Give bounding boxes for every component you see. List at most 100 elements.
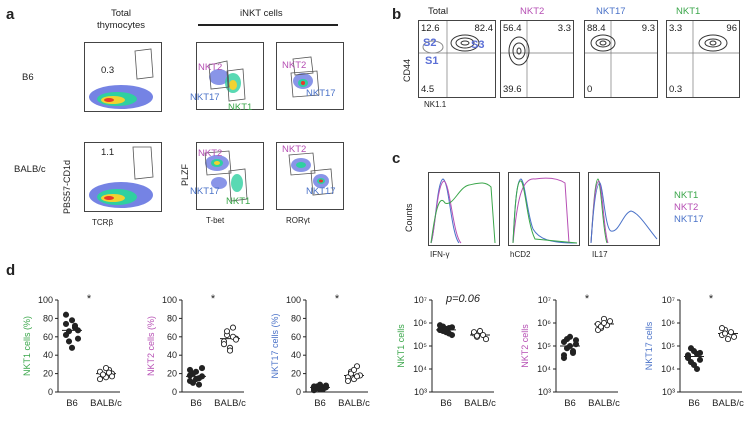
flow-density-rorgt-balbc [288,152,334,196]
data-point-1-1-7 [226,347,234,354]
data-point-0-1-5 [96,376,104,383]
q-nkt17-bl: 0 [587,84,593,95]
y-tick-label-0-2: 40 [43,350,53,360]
legend-nkt1: NKT1 [674,190,699,201]
data-point-0-0-8 [71,322,79,329]
label-nkt1-tbet-balbc: NKT1 [226,196,251,207]
significance-5: * [709,293,714,305]
data-point-1-0-7 [192,376,200,383]
data-point-0-0-5 [62,311,70,318]
significance-2: * [335,293,340,305]
contour-nkt17: 88.4 9.3 0 [584,20,658,98]
contour-nkt1: 3.3 96 0.3 [666,20,740,98]
y-tick-label-5-1: 10⁴ [661,364,675,374]
col-title-inkt: iNKT cells [240,8,283,19]
y-tick-label-2-3: 60 [291,332,301,342]
y-tick-label-2-0: 0 [296,387,301,397]
panel-letter-c: c [392,150,401,167]
x-tick-label-4-1: BALB/c [588,398,620,409]
y-tick-label-4-2: 10⁵ [537,341,551,351]
axis-label-pbs57: PBS57-CD1d [62,159,72,214]
data-point-5-0-3 [693,365,701,373]
label-nkt2-tbet-balbc: NKT2 [198,148,223,159]
y-axis-label-3: NKT1 cells [396,324,406,368]
data-point-3-0-10 [436,326,444,333]
s1-label: S1 [425,55,439,67]
data-point-0-0-7 [68,344,76,351]
data-point-5-0-10 [684,353,692,360]
data-point-5-0-9 [696,356,704,363]
data-point-5-1-2 [724,336,732,343]
s2-label: S2 [423,37,437,49]
data-point-1-0-10 [186,366,194,373]
contour-total-svg [419,21,495,97]
row-label-b6: B6 [22,72,34,83]
contour-total: 12.6 82.4 4.5 S2 S3 S1 [418,20,496,98]
flow-density-tbet-b6 [208,60,246,102]
y-tick-label-0-3: 60 [43,332,53,342]
q-nkt17-tl: 88.4 [587,23,606,34]
label-nkt17-rorgt-b6: NKT17 [306,88,336,99]
data-point-4-1-4 [606,318,614,325]
data-point-0-1-9 [108,373,116,380]
data-point-0-1-6 [99,371,107,378]
panel-d-scatter-plots: 0 20 40 60 80 100 NKT1 cells (%) B6 BALB/c * 0 20 40… [22,293,744,409]
data-point-0-0-1 [65,338,73,345]
data-point-2-1-5 [344,377,352,385]
contour-nkt1-svg [667,21,739,97]
x-tick-label-1-0: B6 [190,398,202,409]
s3-label: S3 [471,39,485,51]
data-point-0-1-7 [102,365,110,372]
x-tick-label-0-0: B6 [66,398,78,409]
data-point-2-1-8 [353,373,361,380]
axis-label-ifng: IFN-γ [430,250,450,259]
contour-nkt2-svg [501,21,573,97]
label-nkt17-tbet-balbc: NKT17 [190,186,220,197]
y-tick-label-0-0: 0 [48,387,53,397]
data-point-0-0-6 [65,328,73,335]
y-tick-label-1-5: 100 [162,295,177,305]
y-tick-label-2-2: 40 [291,350,301,360]
q-nkt1-tr: 96 [726,23,737,34]
data-point-4-0-8 [569,348,577,355]
y-tick-label-4-1: 10⁴ [537,364,551,374]
data-point-0-0-10 [62,320,70,327]
b-col-total: Total [428,6,449,17]
y-axis-label-1: NKT2 cells (%) [146,316,156,376]
y-tick-label-3-3: 10⁶ [413,318,427,328]
label-nkt1-tbet-b6: NKT1 [228,102,253,113]
y-tick-label-5-3: 10⁶ [661,318,675,328]
x-tick-label-1-1: BALB/c [214,398,246,409]
axis-label-plzf: PLZF [180,163,190,186]
flow-plot-tbet-balbc [196,142,264,210]
y-tick-label-4-4: 10⁷ [538,295,551,305]
q-total-tr: 82.4 [474,23,494,34]
y-tick-label-2-1: 20 [291,369,301,379]
x-tick-label-5-0: B6 [688,398,700,409]
significance-4: * [585,293,590,305]
x-tick-label-0-1: BALB/c [90,398,122,409]
data-point-1-0-4 [198,365,206,372]
y-tick-label-0-5: 100 [38,295,53,305]
y-axis-label-4: NKT2 cells [520,324,530,368]
y-tick-label-3-2: 10⁵ [413,341,427,351]
significance-1: * [211,293,216,305]
data-point-2-0-7 [316,381,324,388]
q-total-bl: 4.5 [421,84,435,95]
y-tick-label-0-4: 80 [43,313,53,323]
y-tick-label-4-3: 10⁶ [537,318,551,328]
label-nkt2-rorgt-balbc: NKT2 [282,144,307,155]
legend-nkt2: NKT2 [674,202,699,213]
data-point-4-0-10 [560,352,568,359]
data-point-5-1-5 [718,325,726,332]
inkt-bar [198,24,338,26]
data-point-4-0-9 [572,337,580,344]
data-point-2-0-10 [310,383,318,390]
data-point-5-0-7 [690,361,698,368]
y-tick-label-1-0: 0 [172,387,177,397]
data-point-3-1-3 [479,331,487,339]
label-nkt17-rorgt-balbc: NKT17 [306,186,336,197]
axis-label-tcrb: TCRβ [92,218,114,227]
data-point-1-1-3 [229,324,237,331]
flow-plot-rorgt-balbc [276,142,344,210]
